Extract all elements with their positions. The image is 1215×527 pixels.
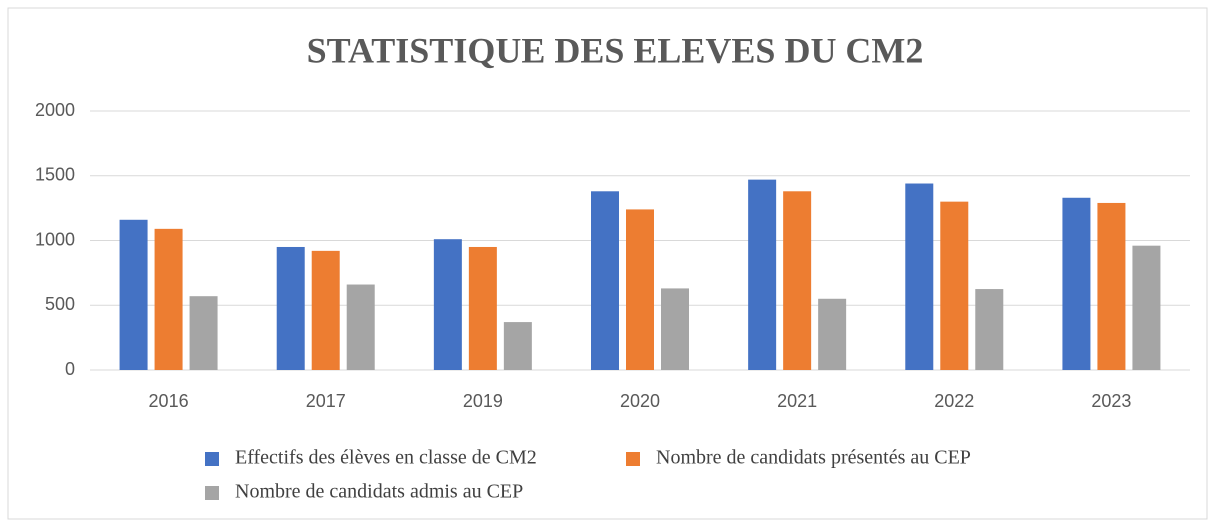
bar (468, 246, 497, 370)
y-tick-label: 0 (65, 359, 75, 379)
y-tick-label: 1000 (35, 229, 75, 249)
bar (783, 191, 812, 370)
bar (748, 179, 777, 370)
bar (346, 284, 375, 370)
bar (1097, 202, 1126, 370)
x-tick-label: 2016 (149, 391, 189, 411)
chart-title: STATISTIQUE DES ELEVES DU CM2 (307, 30, 924, 70)
bar (661, 288, 689, 370)
y-tick-label: 500 (45, 294, 75, 314)
bar (276, 246, 305, 370)
bar (818, 298, 847, 370)
x-tick-label: 2020 (620, 391, 660, 411)
bar (503, 322, 532, 370)
bar (1062, 197, 1091, 370)
y-tick-label: 2000 (35, 100, 75, 120)
bar (433, 239, 462, 370)
bar (119, 219, 148, 370)
bar (1132, 245, 1161, 370)
x-tick-label: 2023 (1091, 391, 1131, 411)
bar (311, 250, 340, 370)
bar (591, 191, 619, 370)
legend-label: Nombre de candidats admis au CEP (235, 481, 523, 503)
y-tick-label: 1500 (35, 165, 75, 185)
legend-label: Effectifs des élèves en classe de CM2 (235, 447, 537, 469)
legend-swatch (626, 452, 640, 466)
bar (905, 183, 934, 370)
bar (154, 228, 183, 370)
legend-swatch (205, 452, 219, 466)
bar (626, 209, 654, 370)
x-tick-label: 2017 (306, 391, 346, 411)
bar (189, 296, 218, 370)
x-tick-label: 2022 (934, 391, 974, 411)
legend-label: Nombre de candidats présentés au CEP (656, 447, 971, 469)
bar (940, 201, 969, 370)
legend-swatch (205, 486, 219, 500)
bar (975, 289, 1004, 370)
x-tick-label: 2019 (463, 391, 503, 411)
x-tick-label: 2021 (777, 391, 817, 411)
